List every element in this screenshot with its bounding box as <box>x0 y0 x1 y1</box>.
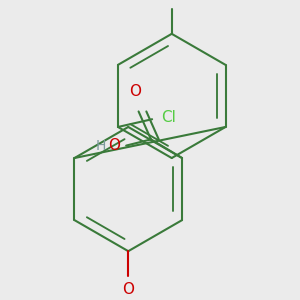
Text: O: O <box>130 84 142 99</box>
Text: Cl: Cl <box>161 110 176 125</box>
Text: O: O <box>122 282 134 297</box>
Text: H: H <box>96 139 106 153</box>
Text: O: O <box>108 138 120 153</box>
